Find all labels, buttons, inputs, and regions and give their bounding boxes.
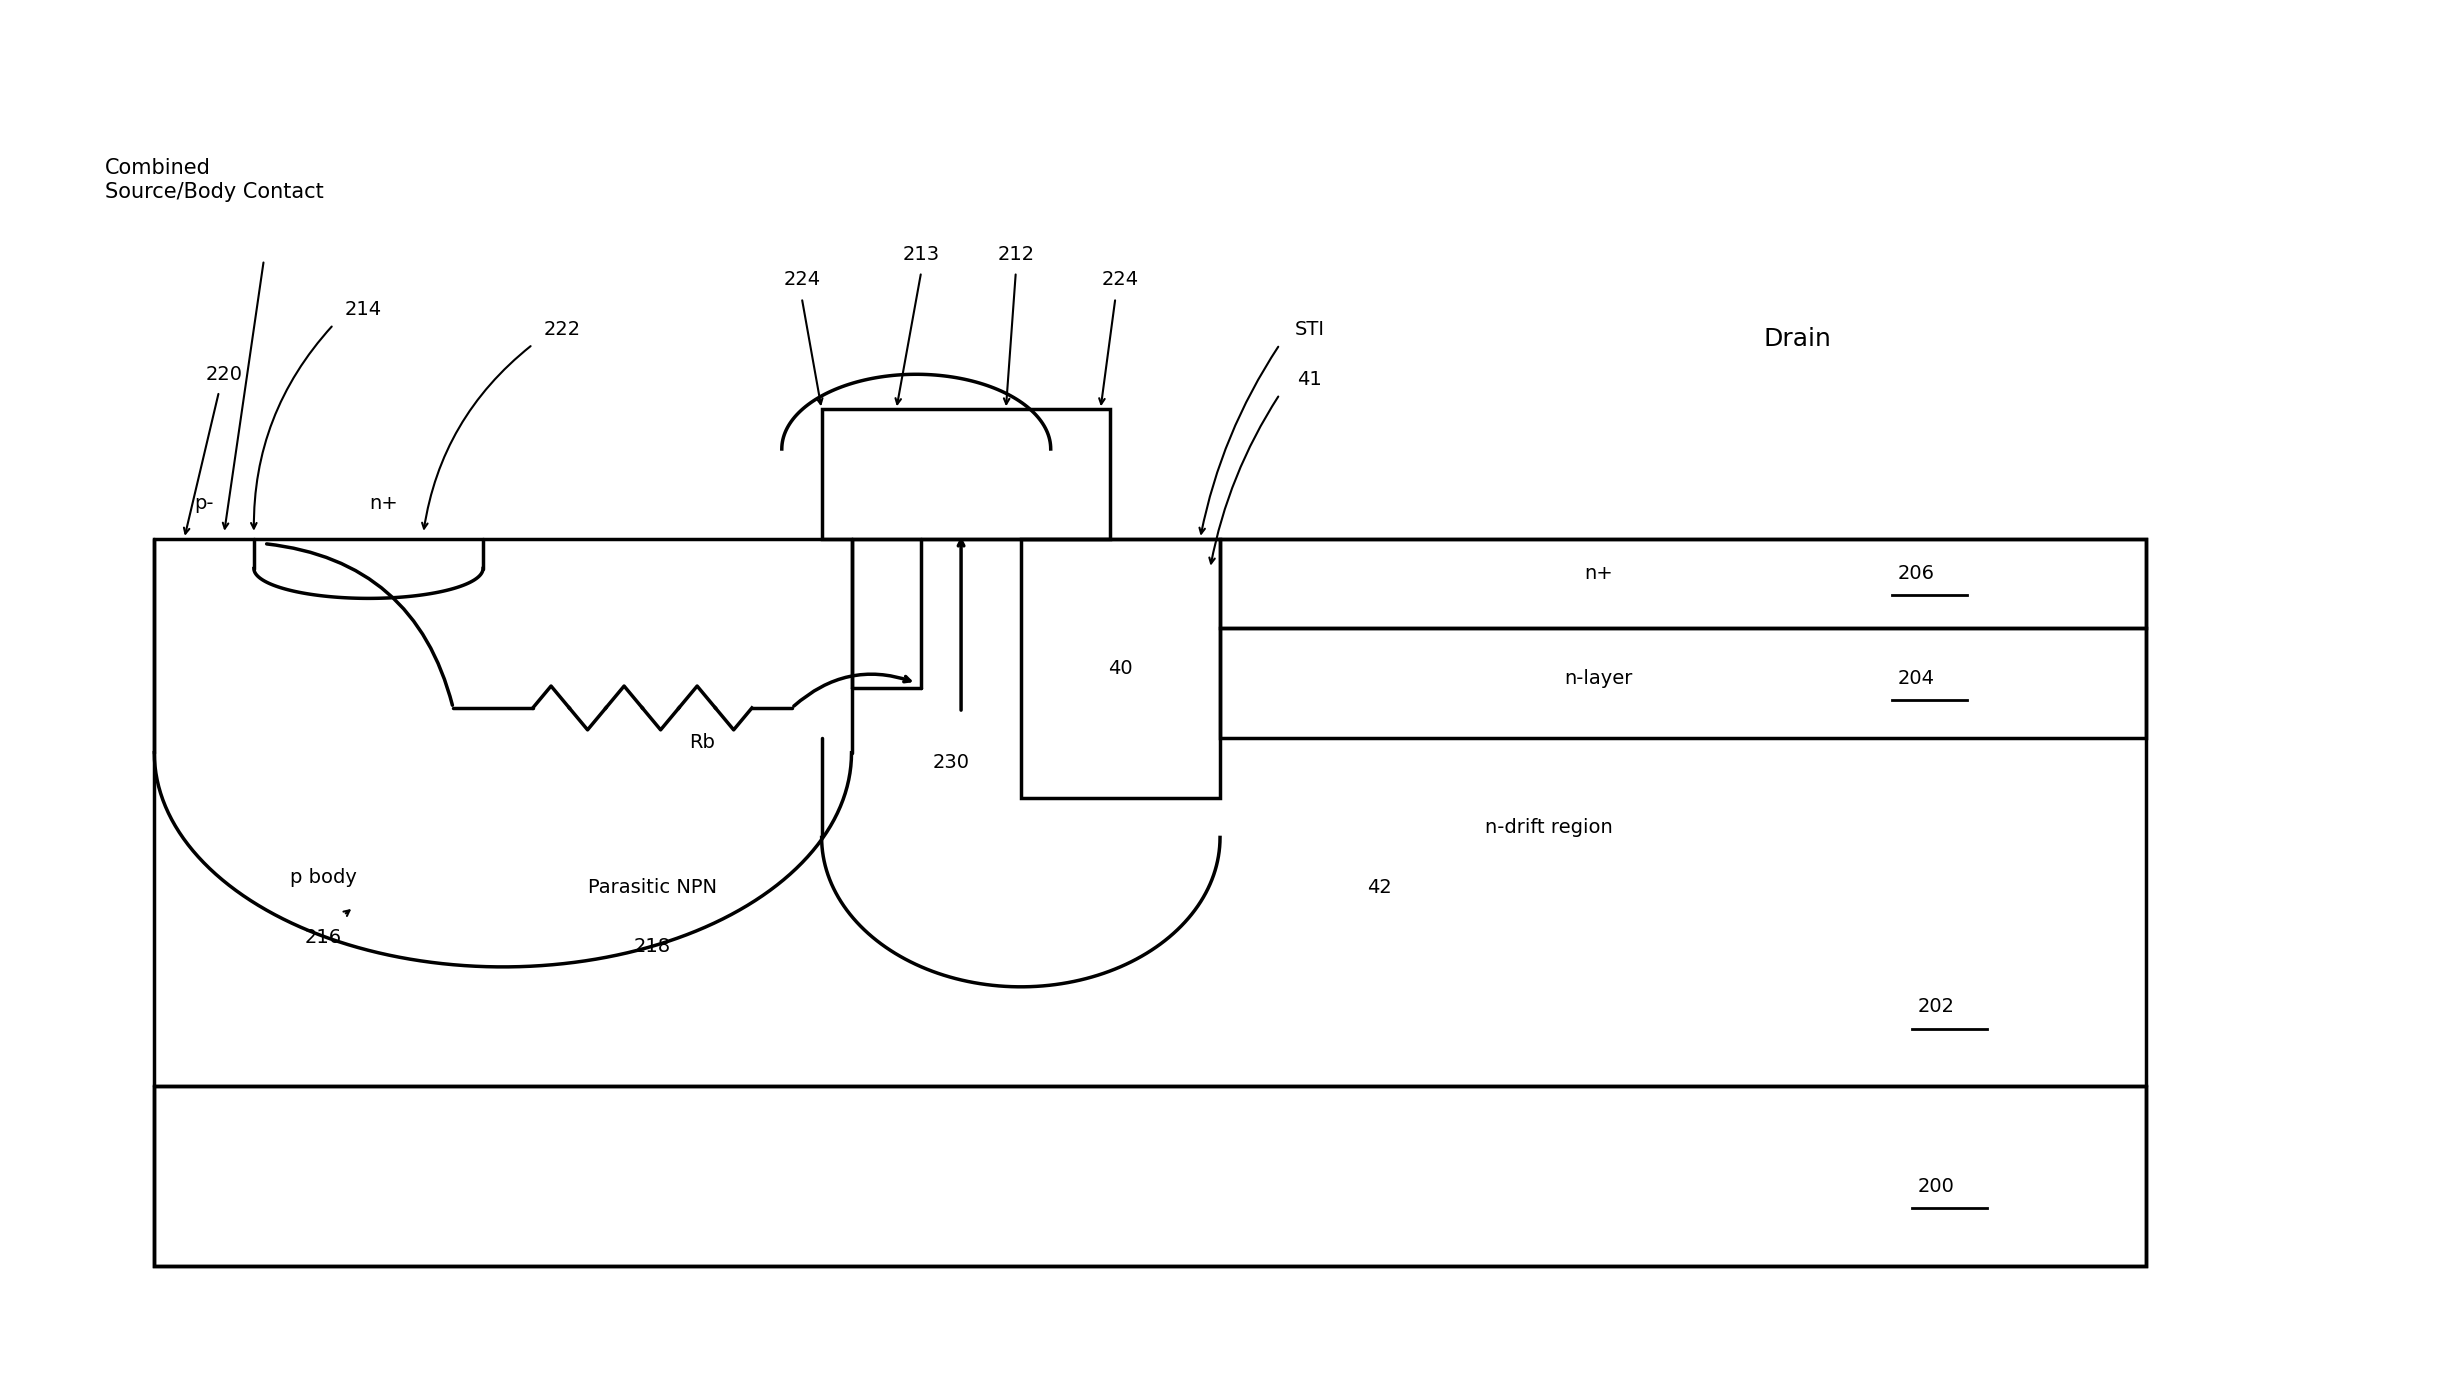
Text: 220: 220 (206, 365, 243, 384)
Text: STI: STI (1294, 321, 1324, 339)
Text: n-layer: n-layer (1564, 669, 1633, 687)
Bar (155, 539, 2147, 1266)
Text: 214: 214 (344, 300, 383, 319)
Bar (1221, 629, 2147, 738)
Text: n-drift region: n-drift region (1486, 818, 1614, 837)
Text: 200: 200 (1918, 1177, 1955, 1195)
Text: 216: 216 (305, 927, 341, 947)
Text: Combined
Source/Body Contact: Combined Source/Body Contact (106, 158, 324, 201)
Text: p-: p- (194, 494, 214, 514)
Text: 204: 204 (1898, 669, 1935, 687)
Text: n+: n+ (368, 494, 398, 514)
Bar (155, 1087, 2147, 1266)
Text: 41: 41 (1297, 369, 1321, 389)
Text: p body: p body (290, 868, 356, 887)
Text: 40: 40 (1108, 658, 1132, 677)
Text: 222: 222 (545, 321, 582, 339)
Text: 230: 230 (933, 754, 970, 772)
Text: 213: 213 (904, 246, 941, 264)
Text: 206: 206 (1898, 564, 1935, 583)
Bar (823, 409, 1110, 539)
Text: 218: 218 (634, 937, 670, 956)
Text: Drain: Drain (1763, 328, 1832, 351)
Text: Parasitic NPN: Parasitic NPN (587, 877, 717, 897)
Text: 224: 224 (783, 271, 820, 289)
Text: 212: 212 (997, 246, 1034, 264)
Text: 224: 224 (1103, 271, 1140, 289)
Text: n+: n+ (1584, 564, 1614, 583)
Text: 42: 42 (1368, 877, 1393, 897)
Bar (1022, 539, 1221, 798)
Text: 202: 202 (1918, 997, 1955, 1016)
Bar (1221, 539, 2147, 629)
Text: Rb: Rb (690, 733, 715, 752)
